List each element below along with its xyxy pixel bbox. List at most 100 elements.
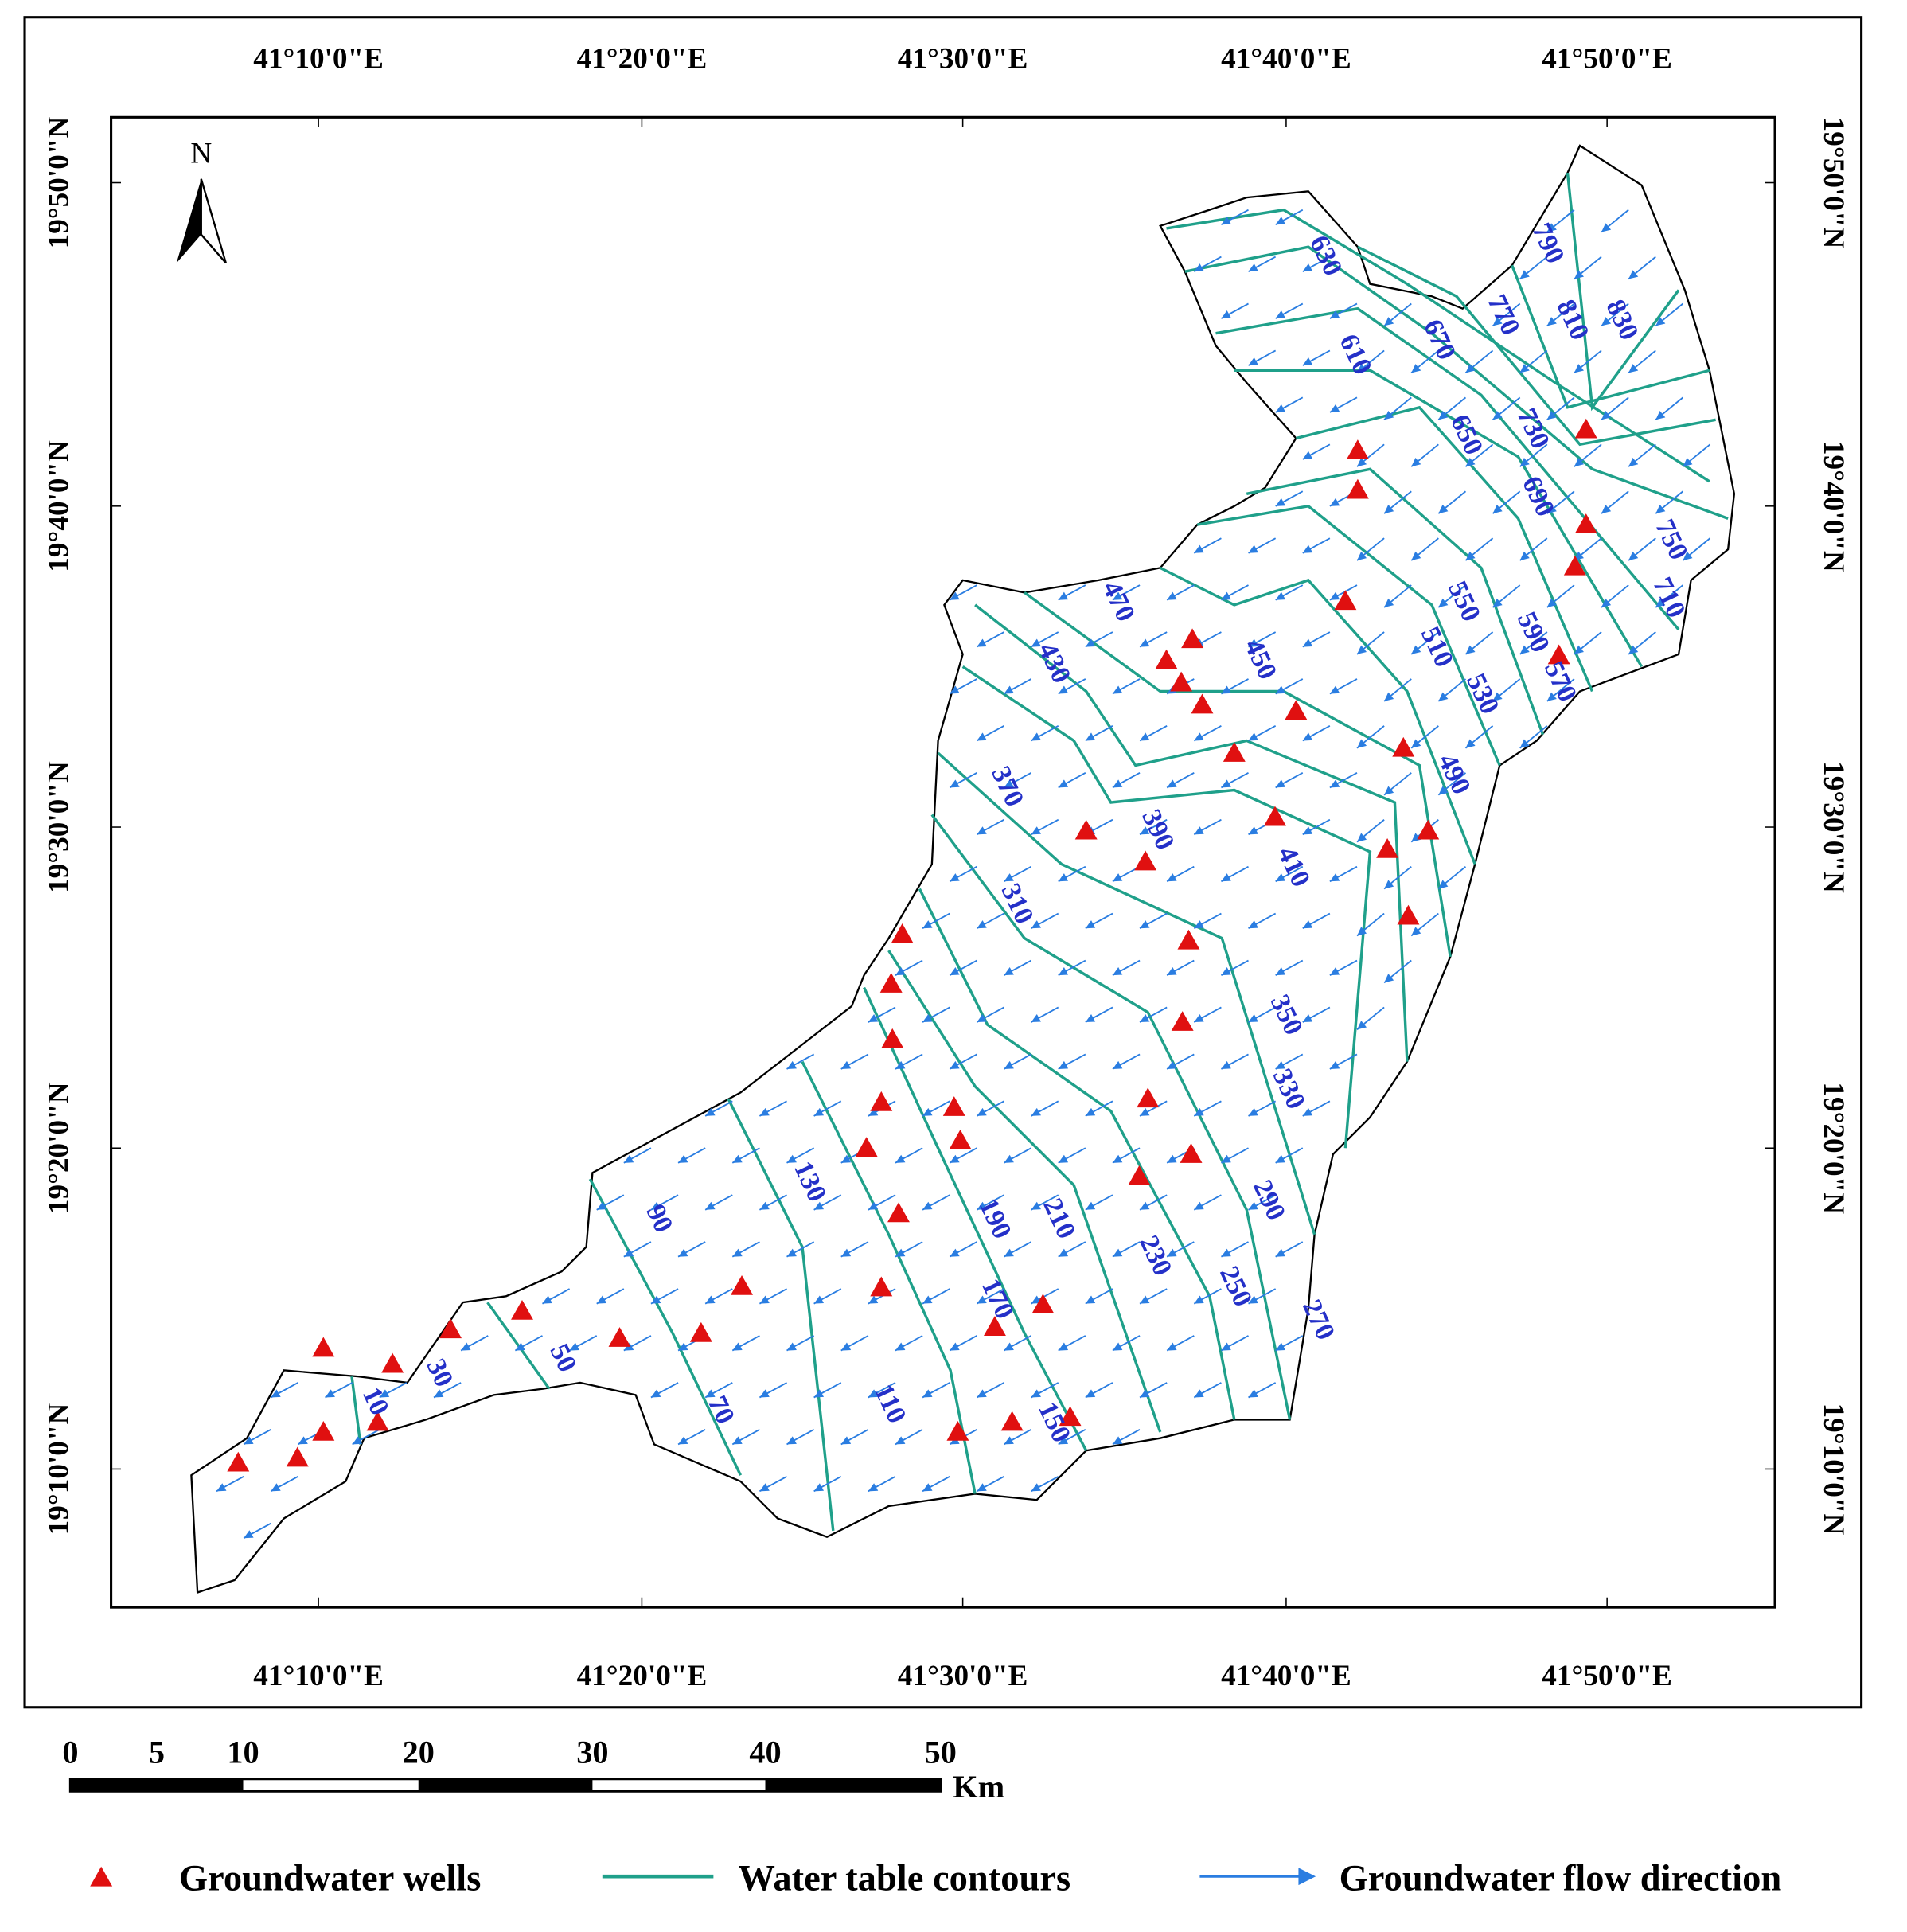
flow-arrow-head	[895, 1154, 906, 1163]
scale-segment	[765, 1778, 941, 1792]
well	[1223, 742, 1246, 762]
flow-arrow-head	[1031, 920, 1041, 929]
flow-arrow-head	[1194, 1013, 1204, 1023]
flow-arrow-head	[1628, 270, 1639, 279]
flow-arrow-head	[1004, 873, 1014, 882]
flow-arrow-head	[1140, 826, 1150, 835]
scale-bar	[68, 1778, 942, 1793]
well	[946, 1420, 969, 1441]
flow-arrow-head	[1628, 364, 1639, 373]
flow-arrow-head	[1546, 598, 1557, 607]
well	[887, 1202, 910, 1223]
flow-arrow-head	[650, 1389, 661, 1398]
flow-arrow-head	[1411, 927, 1421, 936]
scale-label: 50	[925, 1735, 957, 1770]
flow-arrow-head	[1085, 1201, 1096, 1210]
flow-arrow-head	[813, 1107, 825, 1116]
flow-arrow-head	[1031, 826, 1041, 835]
flow-arrow-head	[1302, 920, 1313, 929]
well	[1346, 478, 1369, 499]
well	[731, 1274, 753, 1295]
well	[1334, 590, 1357, 611]
flow-arrow-head	[977, 1389, 987, 1398]
flow-arrow-head	[1112, 1154, 1123, 1163]
flow-arrow-head	[732, 1436, 743, 1445]
flow-arrow-head	[1112, 1436, 1123, 1445]
flow-arrow-head	[1574, 270, 1584, 279]
well	[891, 923, 914, 943]
outer-frame	[23, 16, 1863, 1709]
well	[879, 973, 903, 993]
flow-arrow-head	[1329, 967, 1340, 976]
flow-arrow-head	[1275, 967, 1286, 976]
flow-arrow-head	[1519, 270, 1530, 279]
longitude-label: 41°30'0"E	[898, 1660, 1028, 1692]
flow-arrow-head	[1302, 826, 1313, 835]
flow-arrow-head	[1167, 1248, 1177, 1257]
flow-arrow-head	[1085, 1295, 1096, 1304]
flow-arrow-head	[1655, 411, 1666, 420]
flow-arrow-head	[1356, 551, 1367, 561]
flow-arrow-head	[1356, 927, 1367, 936]
flow-arrow-head	[1112, 1060, 1123, 1069]
flow-arrow-head	[1085, 732, 1096, 741]
flow-arrow-head	[1329, 1060, 1340, 1069]
flow-arrow-head	[1275, 404, 1286, 412]
contour-line	[1511, 264, 1710, 409]
flow-arrow-head	[1085, 1389, 1096, 1398]
flow-arrow-head	[977, 1483, 987, 1492]
flow-arrow-head	[1275, 1342, 1286, 1351]
contour-line	[1566, 172, 1680, 412]
flow-arrow-head	[1167, 779, 1177, 788]
flow-arrow-head	[868, 1107, 879, 1116]
scale-label: 30	[576, 1735, 608, 1770]
flow-arrow-head	[922, 920, 933, 929]
scale-segment	[418, 1778, 593, 1792]
north-arrow-right	[200, 178, 227, 264]
flow-arrow-head	[244, 1530, 254, 1539]
flow-arrow-head	[1384, 786, 1394, 795]
flow-arrow-head	[1194, 1389, 1204, 1398]
flow-arrow-head	[1356, 833, 1367, 842]
flow-arrow-head	[1465, 457, 1476, 467]
flow-arrow-head	[1492, 411, 1503, 420]
flow-arrow-head	[1411, 551, 1421, 561]
legend	[90, 1866, 1316, 1887]
well	[439, 1318, 462, 1339]
flow-arrow-head	[352, 1436, 363, 1445]
flow-arrow-head	[1519, 364, 1530, 373]
inner-frame	[110, 115, 1776, 1609]
flow-arrow-head	[922, 1389, 933, 1398]
flow-arrow-head	[1329, 873, 1340, 882]
flow-arrow-head	[1384, 411, 1394, 420]
flow-arrow-head	[1167, 1060, 1177, 1069]
flow-arrow-head	[1221, 1248, 1231, 1257]
flow-arrow-head	[1058, 1342, 1069, 1351]
flow-arrow-head	[1275, 217, 1286, 225]
well	[608, 1327, 631, 1347]
flow-arrow-head	[1546, 504, 1557, 514]
flow-arrow-head	[1574, 551, 1584, 561]
flow-arrow-head	[922, 1201, 933, 1210]
contour-line	[937, 751, 1316, 1235]
flow-arrow-head	[813, 1389, 825, 1398]
flow-arrow-head	[1275, 1154, 1286, 1163]
flow-arrow-head	[1519, 645, 1530, 654]
flow-arrow-head	[1031, 638, 1041, 647]
flow-arrow-head	[1248, 1107, 1258, 1116]
well	[1074, 819, 1098, 840]
flow-arrow-head	[678, 1248, 688, 1257]
flow-arrow-head	[977, 1013, 987, 1023]
flow-arrow-head	[1248, 1201, 1258, 1210]
flow-arrow-head	[1112, 1342, 1123, 1351]
flow-arrow-head	[1167, 873, 1177, 882]
flow-arrow-head	[1058, 873, 1069, 882]
latitude-label: 19°30'0"N	[1817, 761, 1850, 893]
flow-arrow-head	[977, 1295, 987, 1304]
well	[1059, 1406, 1082, 1427]
scale-label: 10	[227, 1735, 259, 1770]
flow-arrow-head	[1574, 645, 1584, 654]
flow-arrow-head	[1465, 645, 1476, 654]
flow-arrow-head	[515, 1342, 525, 1351]
latitude-label: 19°10'0"N	[42, 1403, 75, 1535]
